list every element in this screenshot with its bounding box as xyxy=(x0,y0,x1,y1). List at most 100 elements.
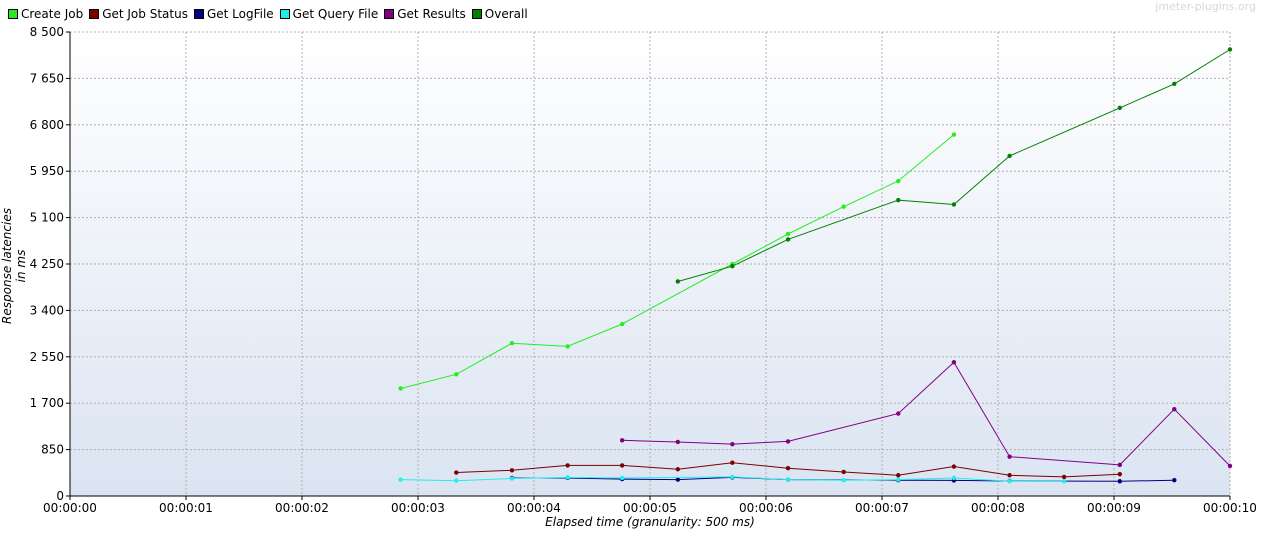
y-tick-label: 6 800 xyxy=(30,118,64,132)
data-point-get-query-file xyxy=(565,475,570,480)
data-point-create-job xyxy=(896,178,901,184)
legend-swatch xyxy=(89,9,100,19)
data-point-create-job xyxy=(454,372,459,377)
data-point-overall xyxy=(951,202,957,207)
x-tick-label: 00:00:03 xyxy=(391,501,445,515)
legend-label: Overall xyxy=(484,7,528,21)
legend-swatch xyxy=(471,9,482,19)
y-tick-label: 5 950 xyxy=(30,164,64,178)
data-point-get-results xyxy=(951,360,957,365)
x-tick-label: 00:00:01 xyxy=(159,501,213,515)
legend-swatch xyxy=(279,9,290,19)
data-point-get-query-file xyxy=(454,478,459,483)
data-point-overall xyxy=(1172,81,1177,87)
data-point-get-query-file xyxy=(896,477,901,482)
data-point-get-results xyxy=(1117,462,1123,468)
legend-label: Create Job xyxy=(21,7,84,21)
x-tick-label: 00:00:08 xyxy=(971,501,1025,515)
data-point-create-job xyxy=(509,340,515,346)
x-tick-label: 00:00:05 xyxy=(623,501,677,515)
data-point-create-job xyxy=(619,321,625,327)
data-point-get-results xyxy=(675,439,681,445)
data-point-get-job-status xyxy=(619,463,625,468)
data-point-get-job-status xyxy=(896,473,901,478)
legend-item-create-job: Create Job xyxy=(8,7,83,21)
series-line-get-results xyxy=(622,361,1231,467)
data-point-get-query-file xyxy=(1061,479,1067,484)
legend-item-get-job-status: Get Job Status xyxy=(89,7,188,21)
y-tick-label: 8 500 xyxy=(30,25,64,39)
y-tick-label: 2 550 xyxy=(30,350,64,364)
data-point-get-results xyxy=(619,438,625,443)
data-point-get-job-status xyxy=(730,460,735,465)
data-point-get-job-status xyxy=(1007,473,1012,478)
legend-item-get-results: Get Results xyxy=(384,7,466,21)
data-point-get-job-status xyxy=(841,469,846,475)
data-point-get-results xyxy=(785,439,791,444)
data-point-get-query-file xyxy=(619,475,625,481)
y-tick-label: 4 250 xyxy=(30,257,64,271)
data-point-get-results xyxy=(896,411,901,416)
data-point-get-results xyxy=(1227,463,1233,469)
y-tick-label: 3 400 xyxy=(30,303,64,317)
data-point-get-logfile xyxy=(1117,479,1123,484)
y-tick-label: 5 100 xyxy=(30,211,64,225)
x-tick-label: 00:00:00 xyxy=(43,501,97,515)
data-point-get-job-status xyxy=(509,468,515,473)
y-tick-label: 0 xyxy=(56,489,64,503)
data-point-create-job xyxy=(841,204,846,209)
y-tick-label: 7 650 xyxy=(30,71,64,85)
data-point-get-query-file xyxy=(1007,479,1012,484)
grid-lines xyxy=(70,31,1231,496)
data-point-get-job-status xyxy=(454,470,459,475)
legend-label: Get Query File xyxy=(292,7,379,21)
x-tick-label: 00:00:10 xyxy=(1203,501,1257,515)
data-point-get-query-file xyxy=(398,477,403,482)
legend-item-get-query-file: Get Query File xyxy=(279,7,379,21)
legend-item-get-logfile: Get LogFile xyxy=(193,7,274,21)
watermark: jmeter-plugins.org xyxy=(1155,0,1256,13)
legend-swatch xyxy=(8,9,18,19)
data-point-get-job-status xyxy=(1117,471,1123,477)
x-tick-label: 00:00:09 xyxy=(1087,501,1141,515)
y-axis-label: Response latencies in ms xyxy=(0,208,28,324)
legend-label: Get LogFile xyxy=(206,7,274,21)
legend-swatch xyxy=(384,9,395,19)
data-point-get-job-status xyxy=(785,465,791,471)
legend: Create Job Get Job Status Get LogFile Get Q… xyxy=(8,6,534,22)
data-point-create-job xyxy=(951,132,957,137)
data-point-get-job-status xyxy=(675,467,681,472)
data-point-get-results xyxy=(730,441,735,447)
data-point-get-logfile xyxy=(675,477,681,482)
legend-label: Get Job Status xyxy=(102,7,188,21)
data-point-create-job xyxy=(398,386,403,391)
x-tick-label: 00:00:06 xyxy=(739,501,793,515)
x-tick-label: 00:00:04 xyxy=(507,501,561,515)
data-point-overall xyxy=(896,197,901,203)
data-point-create-job xyxy=(785,231,791,237)
axes: 0 850 1 700 2 550 3 400 4 250 5 100 5 950 6 800 7… xyxy=(30,25,1257,515)
y-tick-label: 1 700 xyxy=(30,396,64,410)
data-point-get-query-file xyxy=(841,477,846,483)
x-axis-label: Elapsed time (granularity: 500 ms) xyxy=(545,515,755,529)
series-layer xyxy=(398,47,1233,484)
legend-swatch xyxy=(193,9,204,19)
x-tick-label: 00:00:07 xyxy=(855,501,909,515)
series-line-create-job xyxy=(400,134,955,389)
data-point-get-query-file xyxy=(509,476,515,481)
legend-label: Get Results xyxy=(397,7,466,21)
data-point-overall xyxy=(1227,47,1233,52)
data-point-overall xyxy=(675,279,681,284)
series-line-get-query-file xyxy=(400,476,1065,482)
data-point-create-job xyxy=(565,344,570,349)
data-point-get-job-status xyxy=(1061,474,1067,480)
y-tick-label: 850 xyxy=(41,443,64,457)
data-point-get-query-file xyxy=(730,474,735,480)
data-point-get-job-status xyxy=(951,464,957,469)
data-point-get-results xyxy=(1172,407,1177,412)
legend-item-overall: Overall xyxy=(471,7,528,21)
data-point-get-logfile xyxy=(1172,477,1177,483)
data-point-get-job-status xyxy=(565,463,570,468)
data-point-overall xyxy=(1007,153,1012,159)
